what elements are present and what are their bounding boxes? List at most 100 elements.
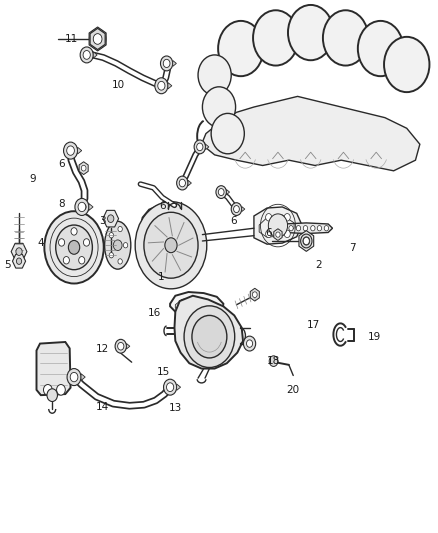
Polygon shape [170, 292, 223, 317]
Circle shape [289, 225, 293, 231]
Circle shape [317, 225, 321, 231]
Circle shape [16, 258, 21, 264]
Polygon shape [205, 144, 209, 150]
Circle shape [384, 37, 429, 92]
Text: 7: 7 [349, 243, 356, 253]
Circle shape [81, 165, 86, 171]
Circle shape [79, 256, 85, 264]
Text: 3: 3 [99, 216, 106, 227]
Circle shape [165, 238, 177, 253]
Circle shape [284, 214, 290, 221]
Circle shape [57, 384, 65, 395]
Circle shape [202, 87, 236, 127]
Text: 12: 12 [96, 344, 109, 354]
Polygon shape [79, 200, 88, 214]
Circle shape [109, 253, 113, 258]
Circle shape [218, 189, 224, 196]
Circle shape [124, 243, 128, 248]
Circle shape [198, 55, 231, 95]
Circle shape [80, 47, 93, 63]
Circle shape [160, 56, 173, 71]
Circle shape [358, 21, 403, 76]
Polygon shape [12, 254, 25, 268]
Circle shape [211, 114, 244, 154]
Text: 11: 11 [65, 34, 78, 44]
Circle shape [276, 232, 280, 237]
Circle shape [184, 306, 235, 368]
Text: 6: 6 [265, 228, 272, 238]
Circle shape [59, 239, 65, 246]
Text: 2: 2 [315, 261, 321, 270]
Circle shape [231, 203, 242, 215]
Circle shape [115, 340, 127, 353]
Polygon shape [81, 374, 85, 381]
Circle shape [265, 214, 272, 221]
Polygon shape [173, 60, 177, 67]
Circle shape [64, 142, 78, 159]
Polygon shape [140, 205, 202, 264]
Polygon shape [254, 207, 302, 244]
Circle shape [253, 10, 298, 66]
Circle shape [90, 29, 106, 49]
Circle shape [324, 225, 328, 231]
Circle shape [197, 143, 203, 151]
Text: 4: 4 [38, 238, 44, 247]
Circle shape [218, 21, 264, 76]
Circle shape [155, 78, 168, 94]
Text: 15: 15 [157, 367, 170, 377]
Circle shape [179, 179, 185, 187]
Circle shape [194, 140, 205, 154]
Circle shape [300, 234, 312, 248]
Circle shape [163, 59, 170, 68]
Circle shape [75, 198, 89, 215]
Circle shape [233, 206, 239, 213]
Polygon shape [78, 147, 82, 154]
Polygon shape [36, 342, 71, 395]
Circle shape [84, 239, 89, 246]
Text: 20: 20 [287, 385, 300, 395]
Circle shape [144, 212, 198, 278]
Text: 8: 8 [59, 199, 65, 209]
Circle shape [56, 225, 92, 270]
Circle shape [192, 316, 227, 358]
Circle shape [288, 5, 333, 60]
Circle shape [78, 203, 86, 212]
Circle shape [71, 228, 77, 235]
Polygon shape [226, 190, 230, 195]
Circle shape [63, 256, 69, 264]
Circle shape [109, 232, 113, 238]
Polygon shape [93, 52, 97, 58]
Polygon shape [188, 180, 191, 186]
Polygon shape [250, 288, 259, 301]
Circle shape [216, 185, 226, 198]
Circle shape [83, 51, 90, 59]
Circle shape [244, 336, 256, 351]
Polygon shape [89, 27, 106, 51]
Circle shape [268, 214, 288, 237]
Text: 18: 18 [267, 356, 280, 366]
Text: 13: 13 [169, 403, 182, 414]
Circle shape [68, 240, 80, 254]
Circle shape [113, 240, 122, 251]
Circle shape [269, 356, 278, 367]
Polygon shape [79, 162, 88, 174]
Circle shape [44, 211, 104, 284]
Text: 6: 6 [230, 216, 237, 227]
Text: 17: 17 [306, 320, 320, 330]
Polygon shape [280, 223, 332, 233]
Circle shape [70, 373, 78, 382]
Circle shape [108, 215, 114, 222]
Circle shape [296, 225, 300, 231]
Circle shape [311, 225, 315, 231]
Text: 10: 10 [112, 80, 125, 90]
Circle shape [47, 389, 57, 401]
Polygon shape [242, 206, 245, 212]
Text: 1: 1 [158, 272, 164, 282]
Circle shape [16, 248, 22, 255]
Polygon shape [299, 231, 314, 252]
Text: 6: 6 [159, 201, 166, 212]
Polygon shape [274, 229, 282, 240]
Circle shape [93, 34, 102, 44]
Circle shape [166, 383, 174, 392]
Polygon shape [168, 83, 172, 89]
